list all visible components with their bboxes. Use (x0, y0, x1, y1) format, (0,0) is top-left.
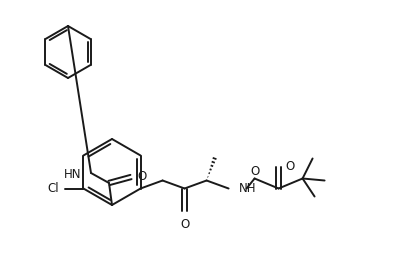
Text: NH: NH (238, 182, 256, 195)
Text: Cl: Cl (48, 182, 59, 195)
Text: O: O (286, 160, 295, 173)
Text: O: O (137, 170, 146, 184)
Text: O: O (180, 218, 189, 230)
Text: HN: HN (64, 168, 81, 181)
Text: O: O (250, 165, 259, 178)
